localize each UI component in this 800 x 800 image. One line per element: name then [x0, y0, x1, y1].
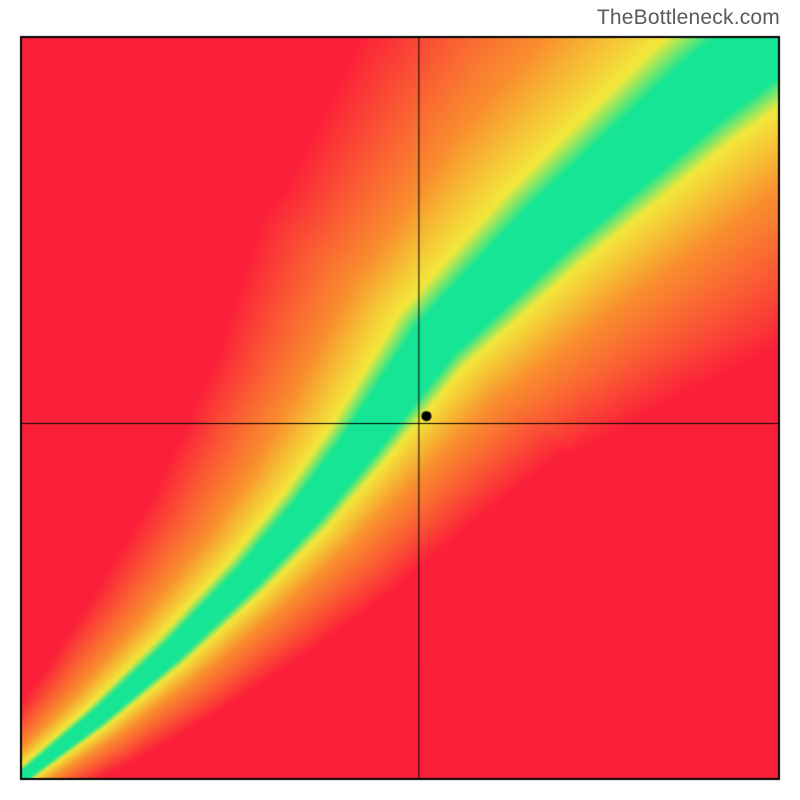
- chart-container: TheBottleneck.com: [0, 0, 800, 800]
- heatmap-canvas: [0, 0, 800, 800]
- attribution-label: TheBottleneck.com: [597, 6, 780, 30]
